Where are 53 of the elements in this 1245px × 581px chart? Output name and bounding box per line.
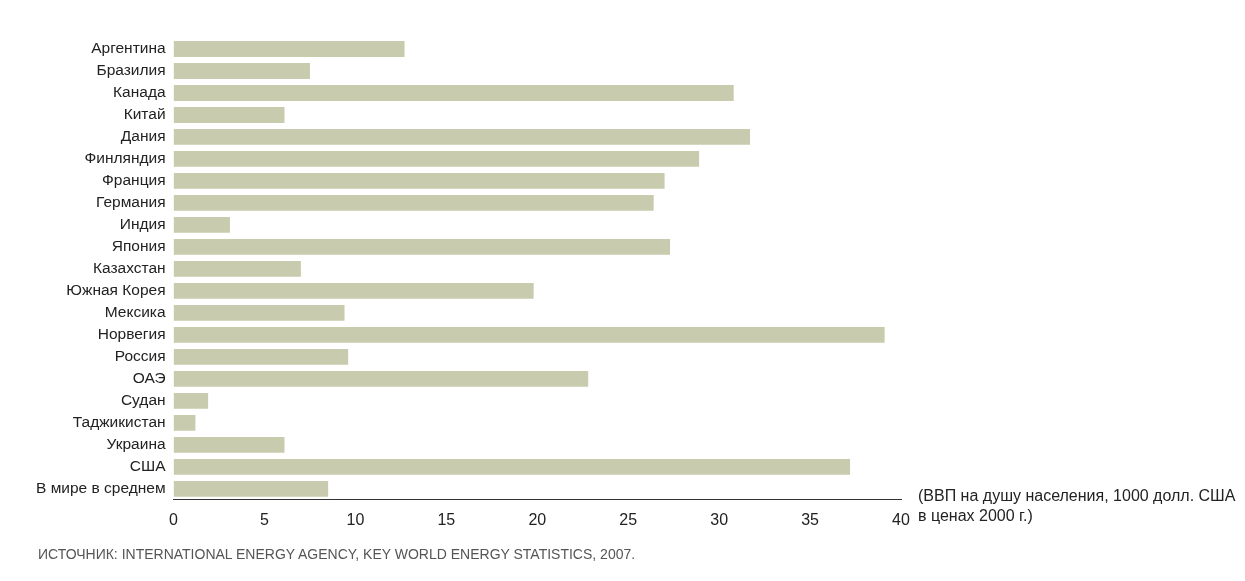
y-tick-label: Норвегия (97, 325, 166, 343)
y-tick-label: Украина (106, 435, 166, 453)
y-tick-label: Бразилия (96, 61, 166, 79)
y-tick-label: Аргентина (91, 39, 166, 57)
bar (173, 304, 345, 321)
y-tick-label: Южная Корея (66, 281, 166, 299)
x-tick-label: 10 (346, 510, 365, 528)
bar (173, 195, 654, 211)
bar (173, 173, 665, 189)
y-tick-label: Китай (123, 105, 166, 123)
y-tick-label: Таджикистан (72, 413, 166, 431)
x-tick-label: 40 (892, 510, 910, 528)
bar (173, 151, 700, 167)
y-tick-label: США (129, 457, 167, 475)
x-tick-label: 20 (528, 510, 547, 528)
bar (173, 348, 349, 365)
y-tick-label: Германия (96, 193, 166, 211)
x-tick-label: 15 (437, 510, 456, 528)
bar (173, 392, 209, 409)
x-axis-title: (ВВП на душу населения, 1000 долл. США в ценах 2000 г.) (918, 486, 1237, 526)
x-tick-label: 5 (260, 510, 270, 528)
x-tick-label: 0 (169, 510, 179, 528)
bar (173, 370, 589, 387)
bar (173, 480, 329, 497)
x-tick-label: 25 (619, 510, 638, 528)
y-tick-label: Мексика (104, 303, 166, 321)
bar (173, 326, 885, 343)
bar (173, 129, 751, 145)
x-tick-label: 35 (801, 510, 820, 528)
bar (173, 107, 285, 123)
y-tick-label: Канада (113, 83, 166, 101)
bar (173, 282, 534, 299)
y-tick-label: Франция (102, 171, 166, 189)
bar (173, 63, 310, 79)
bar (173, 41, 405, 57)
x-tick-label: 30 (710, 510, 729, 528)
y-tick-label: Судан (120, 391, 166, 409)
text: ИСТОЧНИК: INTERNATIONAL ENERGY AGENCY, KEY WORLD ENERGY STATISTICS, 2007. (38, 546, 636, 562)
bar (173, 414, 196, 431)
bar (173, 436, 285, 453)
bar (173, 85, 734, 101)
bar (173, 217, 230, 233)
bar (173, 260, 301, 277)
bar (173, 458, 851, 475)
y-tick-label: Россия (114, 347, 166, 365)
bar (173, 238, 671, 255)
y-tick-label: Индия (119, 215, 166, 233)
y-tick-label: ОАЭ (132, 369, 166, 387)
y-tick-label: Казахстан (92, 259, 166, 277)
y-tick-label: Япония (111, 237, 166, 255)
y-tick-label: Дания (120, 127, 166, 145)
y-tick-label: Финляндия (84, 149, 166, 167)
y-tick-label: В мире в среднем (36, 479, 166, 497)
